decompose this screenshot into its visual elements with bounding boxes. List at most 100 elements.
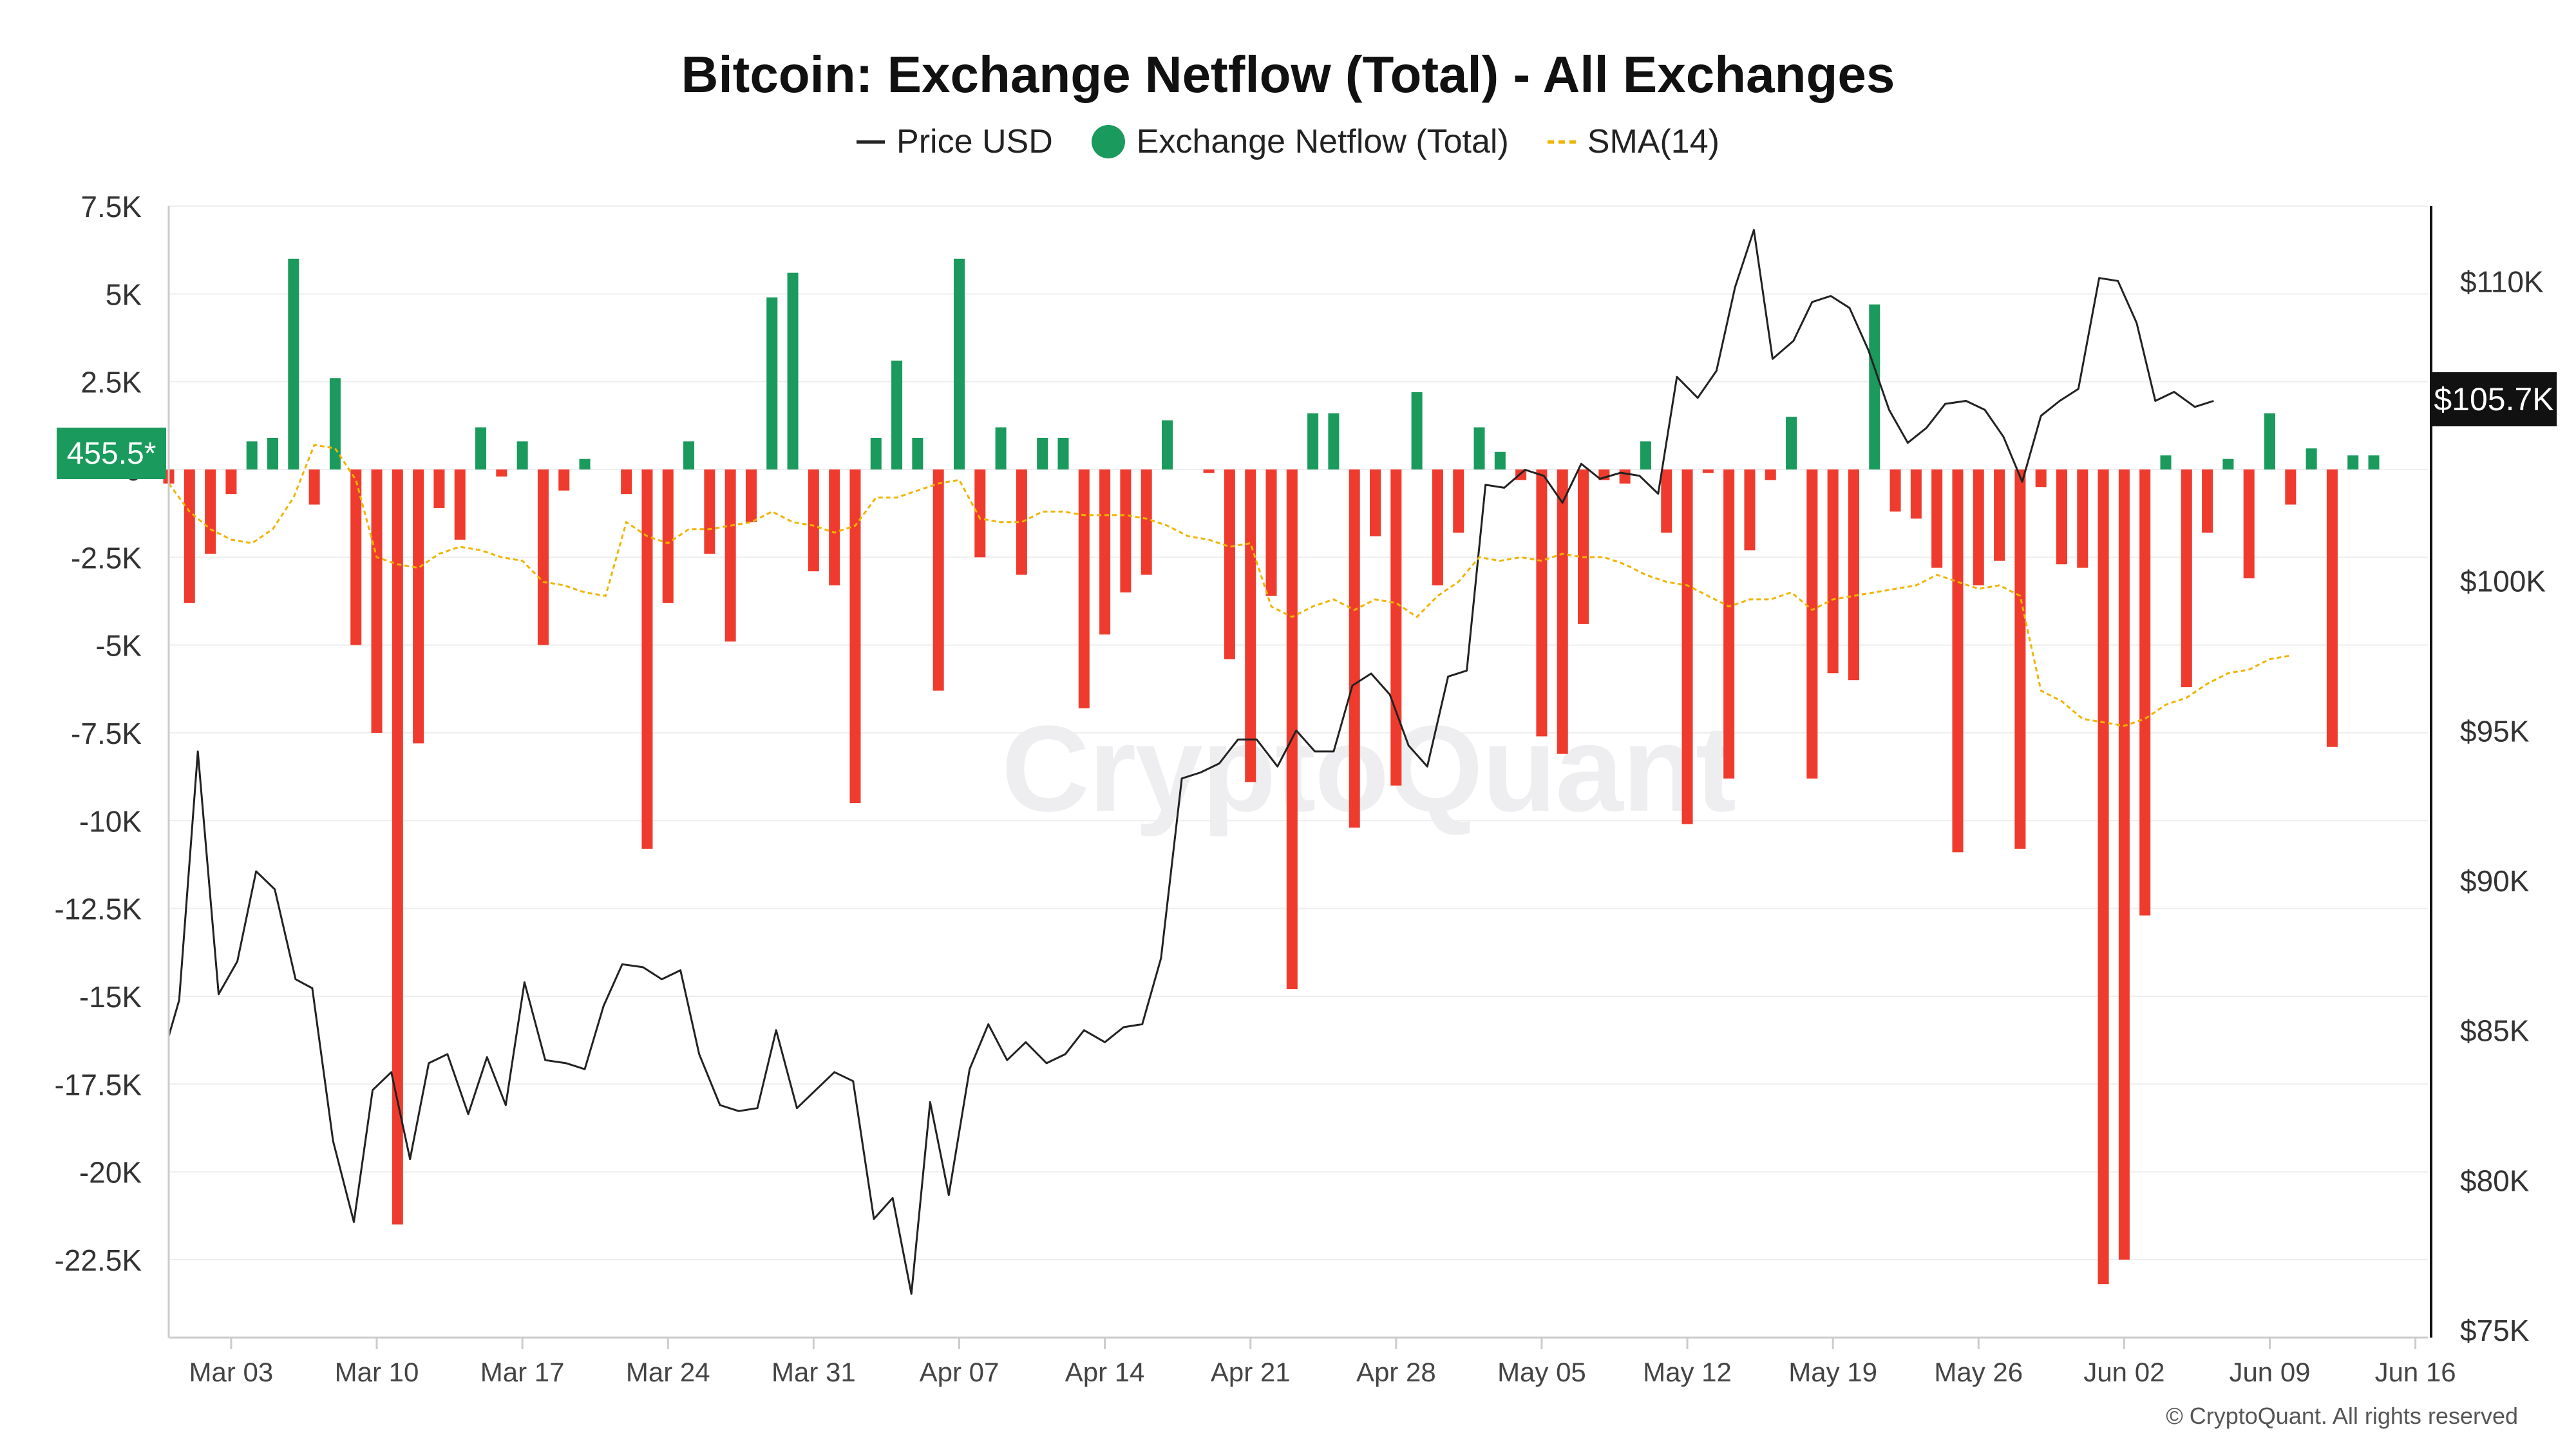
netflow-bar — [1141, 469, 1152, 575]
netflow-bar — [1786, 417, 1797, 469]
netflow-bar — [724, 469, 736, 642]
netflow-bar — [933, 469, 944, 691]
x-tick-label: May 05 — [1497, 1357, 1586, 1387]
x-tick-label: Apr 14 — [1065, 1357, 1145, 1387]
y-right-tick-label: $100K — [2460, 565, 2546, 598]
netflow-bar — [808, 469, 819, 572]
y-right-tick-label: $75K — [2460, 1314, 2530, 1347]
netflow-bar — [1078, 469, 1090, 708]
x-tick-label: Jun 09 — [2229, 1357, 2310, 1387]
netflow-bar — [558, 469, 570, 491]
series-lines — [167, 229, 2291, 1295]
x-tick-label: May 26 — [1934, 1357, 2023, 1387]
legend-item-price[interactable]: Price USD — [857, 122, 1053, 161]
x-tick-label: Mar 17 — [480, 1357, 565, 1387]
netflow-bar — [2160, 455, 2172, 469]
netflow-bar — [1827, 469, 1839, 674]
netflow-bar — [1765, 469, 1776, 480]
netflow-bar — [974, 469, 986, 558]
netflow-bar — [205, 469, 216, 554]
netflow-bar — [1265, 469, 1277, 596]
legend-item-sma[interactable]: SMA(14) — [1547, 122, 1719, 161]
netflow-bar — [912, 437, 923, 469]
watermark: CryptoQuant — [1001, 701, 1736, 837]
netflow-bar — [1349, 469, 1360, 828]
x-tick-label: Mar 10 — [335, 1357, 419, 1387]
netflow-bar — [2306, 448, 2317, 469]
price-line-swatch — [857, 140, 886, 144]
netflow-bar — [662, 469, 674, 603]
netflow-bar — [1889, 469, 1901, 512]
netflow-bar — [1432, 469, 1443, 585]
netflow-bar — [2139, 469, 2151, 916]
netflow-bar — [1370, 469, 1381, 536]
netflow-bar — [433, 469, 445, 508]
netflow-bar — [267, 437, 279, 469]
y-left-tick-label: -17.5K — [54, 1068, 142, 1101]
netflow-bar — [516, 441, 528, 469]
netflow-bar — [1640, 441, 1651, 469]
netflow-bar — [2368, 455, 2380, 469]
netflow-bar — [2347, 455, 2359, 469]
netflow-bar — [683, 441, 695, 469]
netflow-bar — [1411, 392, 1423, 469]
netflow-bar — [2285, 469, 2297, 505]
netflow-bar — [496, 469, 507, 477]
y-left-tick-label: 2.5K — [80, 366, 142, 399]
netflow-bar — [1494, 451, 1506, 469]
netflow-bar — [329, 378, 341, 469]
chart-title: Bitcoin: Exchange Netflow (Total) - All … — [681, 46, 1895, 103]
netflow-bar — [1931, 469, 1943, 568]
netflow-bar — [1578, 469, 1589, 624]
netflow-bar — [2243, 469, 2255, 579]
netflow-bar — [2326, 469, 2338, 747]
netflow-bar — [1723, 469, 1735, 779]
price-usd-line — [167, 229, 2214, 1295]
netflow-bar — [579, 459, 591, 469]
netflow-bar — [2202, 469, 2213, 533]
netflow-bar — [1910, 469, 1922, 519]
netflow-bar — [1473, 427, 1485, 469]
netflow-bar — [621, 469, 632, 495]
netflow-bar — [953, 258, 965, 469]
netflow-bar — [1286, 469, 1298, 990]
netflow-bar — [2118, 469, 2130, 1260]
y-right-tick-label: $90K — [2460, 864, 2530, 898]
netflow-bar — [2035, 469, 2047, 488]
netflow-bar — [1203, 469, 1215, 473]
copyright-text: © CryptoQuant. All rights reserved — [2166, 1403, 2518, 1429]
netflow-bar — [1681, 469, 1693, 824]
netflow-bar — [2181, 469, 2192, 688]
netflow-bar — [392, 469, 403, 1225]
netflow-bar — [1224, 469, 1235, 659]
netflow-bar — [2098, 469, 2109, 1285]
netflow-bar — [308, 469, 320, 505]
netflow-bar — [1536, 469, 1548, 737]
legend-item-netflow[interactable]: Exchange Netflow (Total) — [1091, 122, 1509, 161]
netflow-bar — [1806, 469, 1818, 779]
y-left-tick-label: 5K — [106, 278, 142, 311]
netflow-bar — [1099, 469, 1111, 635]
netflow-bar — [849, 469, 861, 804]
x-tick-label: Apr 07 — [920, 1357, 999, 1387]
y-left-tick-label: -22.5K — [54, 1244, 142, 1277]
y-left-tick-label: 7.5K — [80, 190, 142, 223]
x-tick-label: May 19 — [1788, 1357, 1877, 1387]
netflow-bar — [1016, 469, 1027, 575]
x-tick-label: May 12 — [1643, 1357, 1732, 1387]
netflow-bar — [2056, 469, 2067, 565]
x-tick-label: Mar 24 — [626, 1357, 710, 1387]
netflow-bar — [1037, 437, 1048, 469]
netflow-bar — [2222, 459, 2234, 469]
x-tick-label: Mar 31 — [772, 1357, 856, 1387]
netflow-bar — [787, 272, 799, 469]
netflow-bar — [2264, 413, 2276, 469]
y-left-tick-label: -5K — [95, 629, 142, 663]
y-right-tick-label: $85K — [2460, 1014, 2530, 1048]
netflow-bar — [870, 437, 882, 469]
netflow-dot-swatch — [1091, 125, 1125, 158]
x-tick-label: Apr 21 — [1211, 1357, 1291, 1387]
netflow-bar — [891, 360, 903, 469]
y-left-tick-label: -10K — [79, 804, 142, 838]
